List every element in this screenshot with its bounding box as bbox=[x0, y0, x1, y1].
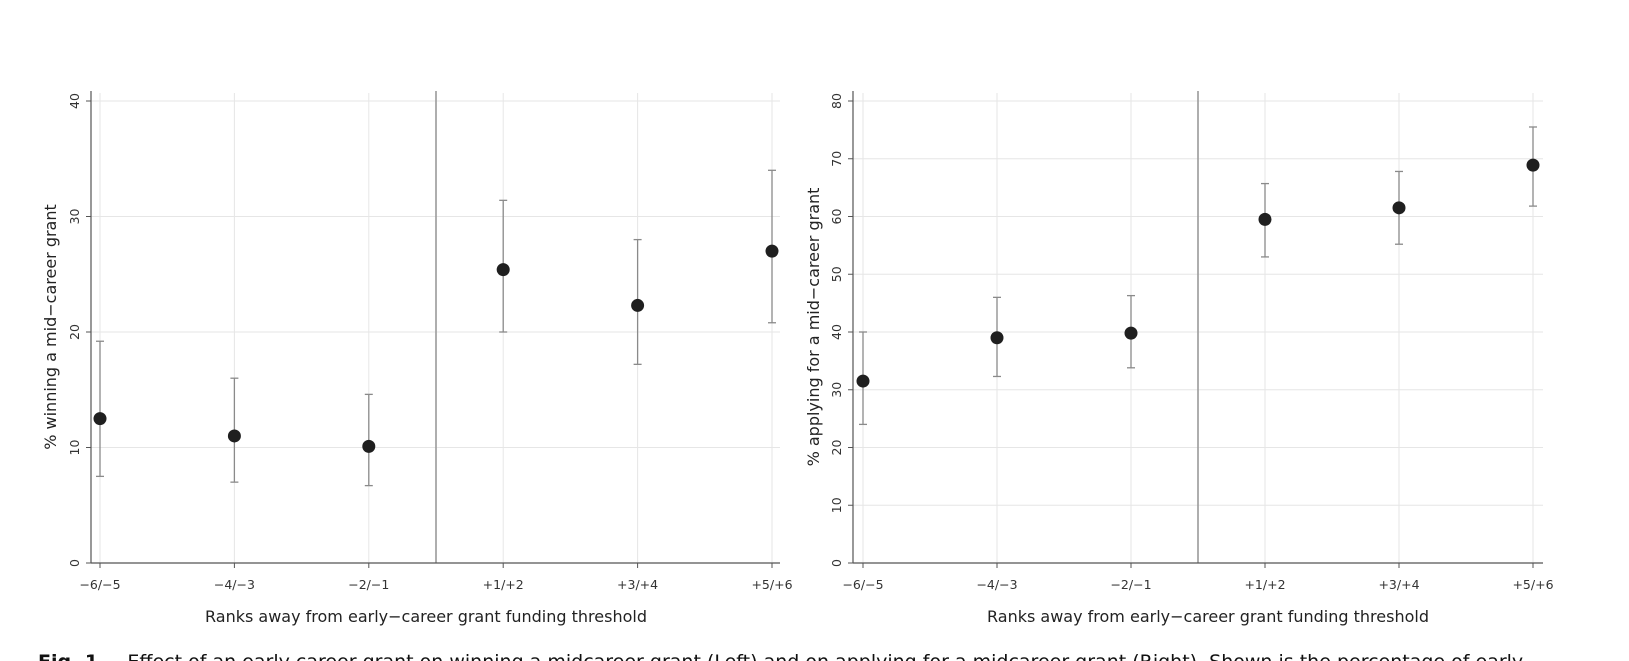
right-x-tick-label: −4/−3 bbox=[976, 577, 1017, 592]
right-x-tick-label: +3/+4 bbox=[1378, 577, 1419, 592]
right-x-tick-label: +5/+6 bbox=[1512, 577, 1553, 592]
left-tick-labels: 0 10 20 30 40 −6/−5 −4/−3 −2/−1 +1/+2 +3/+4 +5/+6 bbox=[67, 93, 793, 592]
left-y-tick-label: 10 bbox=[67, 440, 82, 456]
right-data-point bbox=[856, 374, 870, 388]
left-x-tick-label: +1/+2 bbox=[483, 577, 524, 592]
left-y-tick-label: 30 bbox=[67, 209, 82, 225]
right-x-tick-label: −2/−1 bbox=[1110, 577, 1151, 592]
left-y-tick-label: 20 bbox=[67, 324, 82, 340]
right-axes bbox=[848, 91, 1543, 568]
right-x-tick-label: −6/−5 bbox=[842, 577, 883, 592]
left-x-axis-title: Ranks away from early−career grant fundi… bbox=[205, 607, 647, 626]
left-data-point bbox=[631, 298, 645, 312]
right-data-point bbox=[1392, 201, 1406, 215]
right-x-axis-title: Ranks away from early−career grant fundi… bbox=[987, 607, 1429, 626]
left-data-point bbox=[93, 412, 107, 426]
right-y-tick-label: 30 bbox=[829, 382, 844, 398]
right-data-point bbox=[1124, 326, 1138, 340]
left-y-axis-title: % winning a mid−career grant bbox=[41, 204, 60, 450]
right-y-tick-label: 70 bbox=[829, 151, 844, 167]
caption-text: Effect of an early career grant on winni… bbox=[127, 651, 1523, 661]
left-x-tick-label: +3/+4 bbox=[617, 577, 658, 592]
left-x-tick-label: −6/−5 bbox=[79, 577, 120, 592]
right-y-tick-label: 40 bbox=[829, 324, 844, 340]
right-y-tick-label: 60 bbox=[829, 209, 844, 225]
right-y-tick-label: 80 bbox=[829, 93, 844, 109]
figure-caption: Fig. 1. Effect of an early career grant o… bbox=[38, 646, 1598, 661]
right-data-point bbox=[990, 331, 1004, 345]
right-y-axis-title: % applying for a mid−career grant bbox=[804, 188, 823, 467]
left-y-tick-label: 0 bbox=[67, 559, 82, 567]
right-data-point bbox=[1526, 158, 1540, 172]
right-data-point bbox=[1258, 212, 1272, 226]
right-x-tick-label: +1/+2 bbox=[1244, 577, 1285, 592]
left-error-bar bbox=[96, 340, 104, 478]
right-y-tick-label: 0 bbox=[829, 559, 844, 567]
left-axes bbox=[86, 91, 780, 568]
left-x-tick-label: −4/−3 bbox=[214, 577, 255, 592]
right-data-points bbox=[856, 158, 1540, 388]
right-y-tick-label: 50 bbox=[829, 266, 844, 282]
left-data-points bbox=[93, 244, 779, 453]
left-data-point bbox=[496, 263, 510, 277]
right-y-tick-label: 10 bbox=[829, 497, 844, 513]
left-data-point bbox=[362, 439, 376, 453]
right-tick-labels: 0 10 20 30 40 50 60 70 80 −6/−5 −4/−3 −2/−1 +1/+2 +3/… bbox=[829, 93, 1554, 592]
left-y-tick-label: 40 bbox=[67, 93, 82, 109]
right-y-tick-label: 20 bbox=[829, 440, 844, 456]
left-data-point bbox=[765, 244, 779, 258]
left-data-point bbox=[227, 429, 241, 443]
left-x-tick-label: +5/+6 bbox=[751, 577, 792, 592]
left-x-tick-label: −2/−1 bbox=[348, 577, 389, 592]
right-chart-panel: 0 10 20 30 40 50 60 70 80 −6/−5 −4/−3 −2/−1 +1/+2 +3/… bbox=[804, 91, 1554, 626]
caption-label: Fig. 1. bbox=[38, 651, 105, 661]
